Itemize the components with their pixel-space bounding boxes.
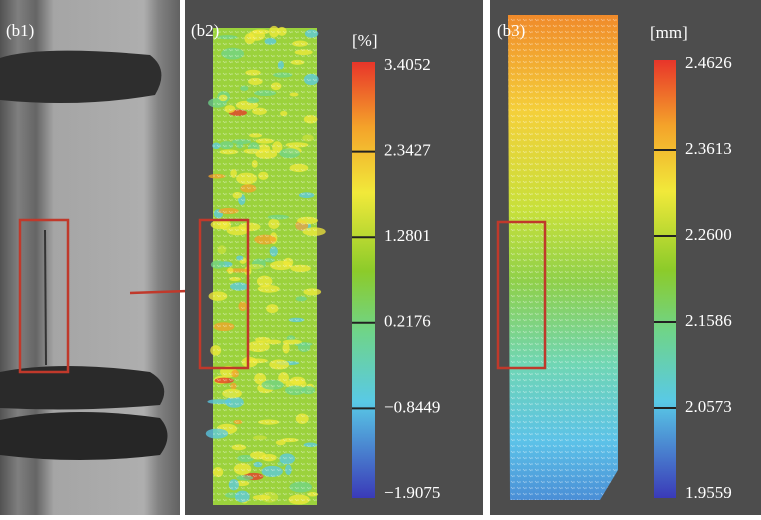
colorbar-tick-label: −1.9075 bbox=[384, 483, 440, 502]
colorbar-tick-label: 2.3427 bbox=[384, 141, 431, 160]
colorbar-unit: [mm] bbox=[650, 23, 688, 42]
panel-displacement: (b3) [mm] 2.4626 2.3613 2.2600 2.1586 2.0573… bbox=[490, 0, 761, 515]
colorbar bbox=[654, 60, 676, 498]
panel-label: (b1) bbox=[6, 21, 34, 40]
colorbar-tick-label: 2.4626 bbox=[685, 53, 732, 72]
colorbar-tick-label: 1.2801 bbox=[384, 226, 431, 245]
colorbar-tick-label: 2.2600 bbox=[685, 225, 732, 244]
colorbar-tick-label: 2.0573 bbox=[685, 397, 732, 416]
colorbar-tick-label: −0.8449 bbox=[384, 397, 440, 416]
panel-strain: (b2) [%] 3.4052 2.3427 1.2801 0.2176 −0.8449… bbox=[185, 0, 483, 515]
figure: (b1) (b2) [%] 3.4052 2.3427 1.2801 0.2176 −0… bbox=[0, 0, 761, 515]
vector-overlay bbox=[508, 15, 618, 500]
colorbar bbox=[352, 62, 375, 498]
panel-label: (b2) bbox=[191, 21, 219, 40]
colorbar-unit: [%] bbox=[352, 31, 377, 50]
colorbar-tick-label: 2.3613 bbox=[685, 139, 732, 158]
panel-label: (b3) bbox=[497, 21, 525, 40]
vector-overlay bbox=[213, 28, 317, 505]
colorbar-tick-label: 2.1586 bbox=[685, 311, 732, 330]
crack bbox=[45, 230, 46, 365]
panel-photo: (b1) bbox=[0, 0, 180, 515]
colorbar-tick-label: 0.2176 bbox=[384, 312, 431, 331]
colorbar-tick-label: 1.9559 bbox=[685, 483, 732, 502]
colorbar-tick-label: 3.4052 bbox=[384, 55, 431, 74]
lower-clamp-2 bbox=[0, 412, 168, 460]
upper-clamp bbox=[0, 51, 161, 103]
